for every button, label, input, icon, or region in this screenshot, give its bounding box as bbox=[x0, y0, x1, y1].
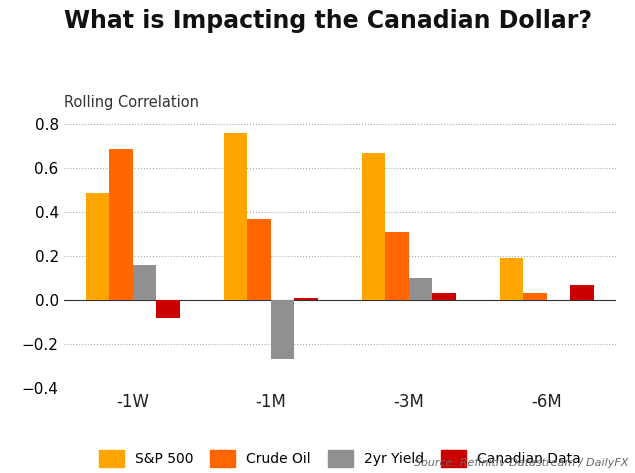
Bar bbox=[156, 300, 180, 318]
Bar bbox=[500, 258, 523, 300]
Text: Rolling Correlation: Rolling Correlation bbox=[64, 95, 199, 110]
Bar bbox=[224, 133, 247, 300]
Text: What is Impacting the Canadian Dollar?: What is Impacting the Canadian Dollar? bbox=[64, 9, 591, 34]
Bar bbox=[133, 265, 156, 300]
Text: Source: Refinitiv Datastream / DailyFX: Source: Refinitiv Datastream / DailyFX bbox=[414, 458, 629, 468]
Legend: S&P 500, Crude Oil, 2yr Yield, Canadian Data: S&P 500, Crude Oil, 2yr Yield, Canadian … bbox=[99, 450, 580, 467]
Bar bbox=[409, 278, 432, 300]
Bar bbox=[570, 285, 594, 300]
Bar bbox=[385, 232, 409, 300]
Bar bbox=[247, 219, 271, 300]
Bar bbox=[294, 298, 318, 300]
Bar bbox=[109, 149, 133, 300]
Bar bbox=[86, 193, 109, 300]
Bar bbox=[271, 300, 294, 359]
Bar bbox=[523, 293, 547, 300]
Bar bbox=[432, 293, 456, 300]
Bar bbox=[362, 153, 385, 300]
